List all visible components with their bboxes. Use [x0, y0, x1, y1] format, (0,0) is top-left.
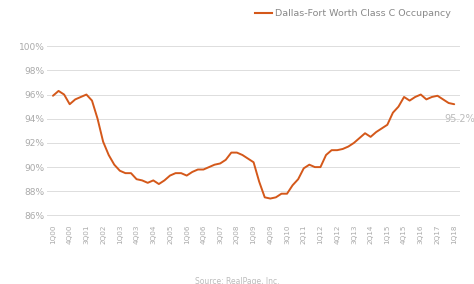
- Legend: Dallas-Fort Worth Class C Occupancy: Dallas-Fort Worth Class C Occupancy: [251, 5, 455, 22]
- Text: 95.2%: 95.2%: [444, 114, 474, 124]
- Text: Source: RealPage, Inc.: Source: RealPage, Inc.: [195, 277, 279, 284]
